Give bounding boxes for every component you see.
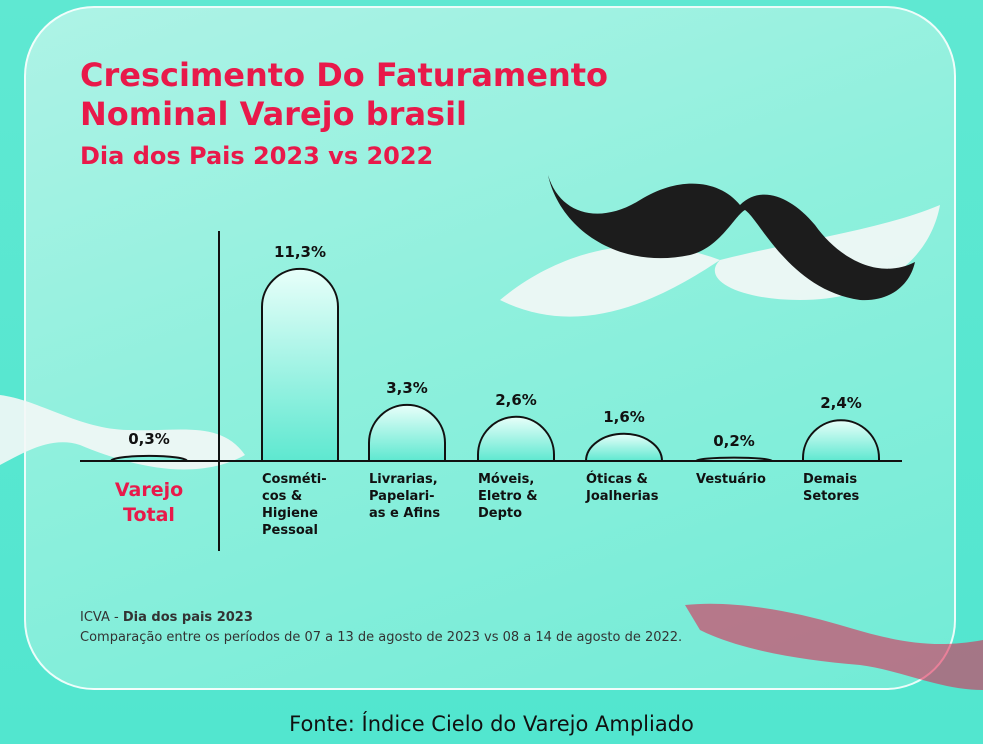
x-tick-label: Cosméti- cos & Higiene Pessoal xyxy=(262,472,327,538)
bar xyxy=(368,403,446,462)
bar xyxy=(109,454,189,462)
value-label: 0,2% xyxy=(713,431,755,450)
x-tick-label: Móveis, Eletro & Depto xyxy=(478,472,538,521)
bar xyxy=(694,456,774,462)
x-tick-label: Óticas & Joalherias xyxy=(586,472,659,504)
x-tick-label: Varejo Total xyxy=(114,479,184,526)
value-label: 3,3% xyxy=(386,378,428,397)
bar xyxy=(261,267,339,462)
decor-mustache-black xyxy=(548,175,915,301)
note-bold: Dia dos pais 2023 xyxy=(122,610,253,625)
value-label: 2,4% xyxy=(820,394,862,413)
note-comparison: Comparação entre os períodos de 07 a 13 … xyxy=(80,630,683,645)
chart-title: Crescimento Do Faturamento xyxy=(80,56,609,94)
bar xyxy=(802,419,880,462)
value-label: 0,3% xyxy=(128,429,170,448)
chart-title: Nominal Varejo brasil xyxy=(80,95,468,133)
note-prefix: ICVA - xyxy=(80,610,119,625)
value-label: 2,6% xyxy=(495,390,537,409)
chart-subtitle: Dia dos Pais 2023 vs 2022 xyxy=(80,142,434,170)
note: ICVA - Dia dos pais 2023 xyxy=(80,610,253,625)
value-label: 1,6% xyxy=(603,407,645,426)
bar xyxy=(584,432,664,462)
x-tick-label: Livrarias, Papelari- as e Afins xyxy=(369,472,441,521)
decor-mustache-white-left xyxy=(0,395,245,470)
card xyxy=(24,6,956,690)
bar xyxy=(477,415,555,462)
x-tick-label: Vestuário xyxy=(696,472,766,487)
decor-mustache-red xyxy=(685,603,983,690)
x-tick-label: Demais Setores xyxy=(803,472,860,504)
source: Fonte: Índice Cielo do Varejo Ampliado xyxy=(289,712,694,736)
value-label: 11,3% xyxy=(273,242,327,261)
